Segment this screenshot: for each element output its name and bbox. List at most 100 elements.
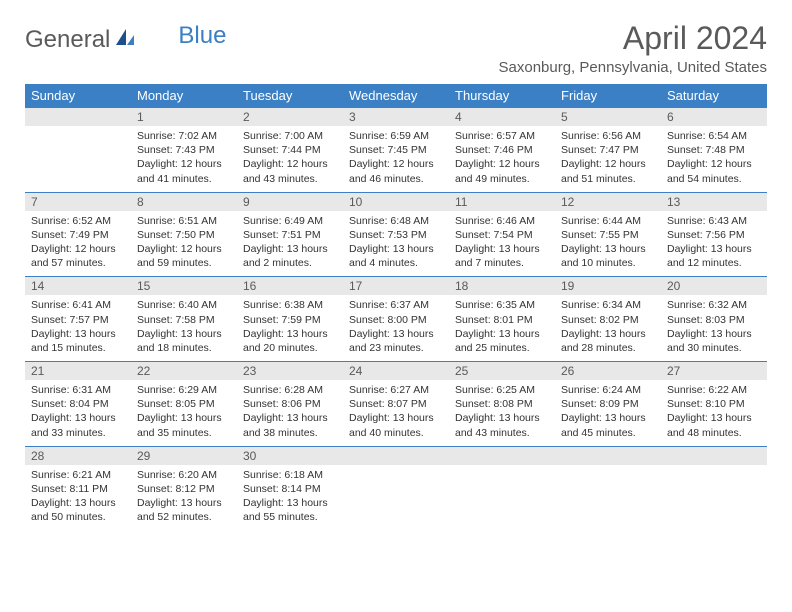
calendar-cell: 28Sunrise: 6:21 AMSunset: 8:11 PMDayligh… xyxy=(25,446,131,531)
day-body xyxy=(449,465,555,523)
header: General Blue April 2024 Saxonburg, Penns… xyxy=(25,20,767,76)
logo: General Blue xyxy=(25,26,226,54)
calendar-cell: 3Sunrise: 6:59 AMSunset: 7:45 PMDaylight… xyxy=(343,107,449,192)
logo-text-blue: Blue xyxy=(178,22,226,50)
day-body: Sunrise: 6:18 AMSunset: 8:14 PMDaylight:… xyxy=(237,465,343,531)
calendar-cell: 22Sunrise: 6:29 AMSunset: 8:05 PMDayligh… xyxy=(131,361,237,446)
logo-sail-icon xyxy=(114,27,136,54)
day-number: 25 xyxy=(449,361,555,380)
weekday-header: Saturday xyxy=(661,84,767,107)
day-body: Sunrise: 6:29 AMSunset: 8:05 PMDaylight:… xyxy=(131,380,237,446)
day-number: 26 xyxy=(555,361,661,380)
weekday-header: Wednesday xyxy=(343,84,449,107)
day-body: Sunrise: 6:46 AMSunset: 7:54 PMDaylight:… xyxy=(449,211,555,277)
day-number: 4 xyxy=(449,107,555,126)
day-number: 11 xyxy=(449,192,555,211)
day-body: Sunrise: 6:52 AMSunset: 7:49 PMDaylight:… xyxy=(25,211,131,277)
logo-text-general: General xyxy=(25,26,110,54)
calendar-cell: 29Sunrise: 6:20 AMSunset: 8:12 PMDayligh… xyxy=(131,446,237,531)
calendar-cell: 11Sunrise: 6:46 AMSunset: 7:54 PMDayligh… xyxy=(449,192,555,277)
day-number xyxy=(25,107,131,126)
calendar-header-row: Sunday Monday Tuesday Wednesday Thursday… xyxy=(25,84,767,107)
day-body: Sunrise: 6:48 AMSunset: 7:53 PMDaylight:… xyxy=(343,211,449,277)
day-number: 14 xyxy=(25,276,131,295)
calendar-cell xyxy=(449,446,555,531)
weekday-header: Sunday xyxy=(25,84,131,107)
day-number: 3 xyxy=(343,107,449,126)
calendar-cell: 17Sunrise: 6:37 AMSunset: 8:00 PMDayligh… xyxy=(343,276,449,361)
day-number: 28 xyxy=(25,446,131,465)
day-number: 23 xyxy=(237,361,343,380)
calendar-cell: 23Sunrise: 6:28 AMSunset: 8:06 PMDayligh… xyxy=(237,361,343,446)
day-body xyxy=(555,465,661,523)
calendar-week-row: 14Sunrise: 6:41 AMSunset: 7:57 PMDayligh… xyxy=(25,276,767,361)
day-body: Sunrise: 6:27 AMSunset: 8:07 PMDaylight:… xyxy=(343,380,449,446)
day-body: Sunrise: 6:21 AMSunset: 8:11 PMDaylight:… xyxy=(25,465,131,531)
day-number: 8 xyxy=(131,192,237,211)
day-number: 10 xyxy=(343,192,449,211)
day-body: Sunrise: 6:20 AMSunset: 8:12 PMDaylight:… xyxy=(131,465,237,531)
day-number: 15 xyxy=(131,276,237,295)
calendar-cell: 27Sunrise: 6:22 AMSunset: 8:10 PMDayligh… xyxy=(661,361,767,446)
calendar-cell: 2Sunrise: 7:00 AMSunset: 7:44 PMDaylight… xyxy=(237,107,343,192)
day-body: Sunrise: 6:34 AMSunset: 8:02 PMDaylight:… xyxy=(555,295,661,361)
calendar-cell xyxy=(25,107,131,192)
calendar-table: Sunday Monday Tuesday Wednesday Thursday… xyxy=(25,84,767,530)
day-number: 5 xyxy=(555,107,661,126)
calendar-week-row: 1Sunrise: 7:02 AMSunset: 7:43 PMDaylight… xyxy=(25,107,767,192)
calendar-cell xyxy=(343,446,449,531)
day-number: 29 xyxy=(131,446,237,465)
day-number: 2 xyxy=(237,107,343,126)
calendar-cell: 4Sunrise: 6:57 AMSunset: 7:46 PMDaylight… xyxy=(449,107,555,192)
title-block: April 2024 Saxonburg, Pennsylvania, Unit… xyxy=(499,20,768,76)
day-number: 18 xyxy=(449,276,555,295)
calendar-cell: 13Sunrise: 6:43 AMSunset: 7:56 PMDayligh… xyxy=(661,192,767,277)
calendar-cell: 1Sunrise: 7:02 AMSunset: 7:43 PMDaylight… xyxy=(131,107,237,192)
calendar-cell: 6Sunrise: 6:54 AMSunset: 7:48 PMDaylight… xyxy=(661,107,767,192)
day-body xyxy=(661,465,767,523)
day-body: Sunrise: 6:49 AMSunset: 7:51 PMDaylight:… xyxy=(237,211,343,277)
day-number: 1 xyxy=(131,107,237,126)
day-number: 13 xyxy=(661,192,767,211)
day-body: Sunrise: 6:31 AMSunset: 8:04 PMDaylight:… xyxy=(25,380,131,446)
day-body: Sunrise: 6:41 AMSunset: 7:57 PMDaylight:… xyxy=(25,295,131,361)
day-number: 12 xyxy=(555,192,661,211)
day-number: 30 xyxy=(237,446,343,465)
day-body: Sunrise: 6:51 AMSunset: 7:50 PMDaylight:… xyxy=(131,211,237,277)
calendar-cell: 9Sunrise: 6:49 AMSunset: 7:51 PMDaylight… xyxy=(237,192,343,277)
calendar-cell xyxy=(555,446,661,531)
day-number: 21 xyxy=(25,361,131,380)
calendar-body: 1Sunrise: 7:02 AMSunset: 7:43 PMDaylight… xyxy=(25,107,767,530)
weekday-header: Friday xyxy=(555,84,661,107)
calendar-cell: 19Sunrise: 6:34 AMSunset: 8:02 PMDayligh… xyxy=(555,276,661,361)
day-number xyxy=(449,446,555,465)
calendar-week-row: 21Sunrise: 6:31 AMSunset: 8:04 PMDayligh… xyxy=(25,361,767,446)
calendar-cell: 5Sunrise: 6:56 AMSunset: 7:47 PMDaylight… xyxy=(555,107,661,192)
day-number: 22 xyxy=(131,361,237,380)
day-body: Sunrise: 6:25 AMSunset: 8:08 PMDaylight:… xyxy=(449,380,555,446)
day-number xyxy=(661,446,767,465)
day-body: Sunrise: 6:35 AMSunset: 8:01 PMDaylight:… xyxy=(449,295,555,361)
calendar-cell: 16Sunrise: 6:38 AMSunset: 7:59 PMDayligh… xyxy=(237,276,343,361)
calendar-week-row: 28Sunrise: 6:21 AMSunset: 8:11 PMDayligh… xyxy=(25,446,767,531)
day-body xyxy=(343,465,449,523)
day-number: 27 xyxy=(661,361,767,380)
day-body: Sunrise: 6:54 AMSunset: 7:48 PMDaylight:… xyxy=(661,126,767,192)
day-body: Sunrise: 6:24 AMSunset: 8:09 PMDaylight:… xyxy=(555,380,661,446)
day-body: Sunrise: 6:43 AMSunset: 7:56 PMDaylight:… xyxy=(661,211,767,277)
calendar-cell: 8Sunrise: 6:51 AMSunset: 7:50 PMDaylight… xyxy=(131,192,237,277)
calendar-cell: 7Sunrise: 6:52 AMSunset: 7:49 PMDaylight… xyxy=(25,192,131,277)
day-number: 6 xyxy=(661,107,767,126)
calendar-cell: 14Sunrise: 6:41 AMSunset: 7:57 PMDayligh… xyxy=(25,276,131,361)
day-number: 17 xyxy=(343,276,449,295)
day-body: Sunrise: 7:00 AMSunset: 7:44 PMDaylight:… xyxy=(237,126,343,192)
calendar-cell: 10Sunrise: 6:48 AMSunset: 7:53 PMDayligh… xyxy=(343,192,449,277)
calendar-cell: 30Sunrise: 6:18 AMSunset: 8:14 PMDayligh… xyxy=(237,446,343,531)
day-number: 9 xyxy=(237,192,343,211)
day-body: Sunrise: 7:02 AMSunset: 7:43 PMDaylight:… xyxy=(131,126,237,192)
day-body: Sunrise: 6:44 AMSunset: 7:55 PMDaylight:… xyxy=(555,211,661,277)
day-body: Sunrise: 6:56 AMSunset: 7:47 PMDaylight:… xyxy=(555,126,661,192)
day-number: 7 xyxy=(25,192,131,211)
day-number: 24 xyxy=(343,361,449,380)
day-body: Sunrise: 6:57 AMSunset: 7:46 PMDaylight:… xyxy=(449,126,555,192)
